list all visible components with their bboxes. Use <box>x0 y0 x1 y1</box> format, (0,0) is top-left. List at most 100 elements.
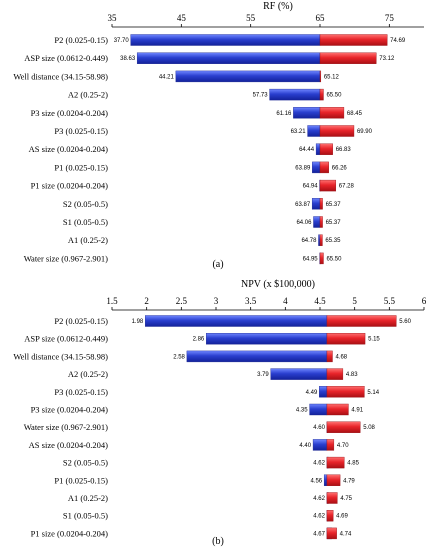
chart-panel-b: NPV (x $100,000) 1.5 2 2.5 3 3.5 4 4.5 5 5.5 6 P2 (… <box>13 279 426 547</box>
high-bar <box>319 107 345 119</box>
low-value-label: 4.62 <box>313 496 325 502</box>
high-bar <box>319 198 323 210</box>
high-value-label: 4.85 <box>347 461 359 467</box>
category-label: P3 size (0.0204-0.204) <box>31 405 109 415</box>
category-label: P1 size (0.0204-0.204) <box>31 528 109 538</box>
low-bar <box>323 474 328 486</box>
low-value-label: 64.44 <box>299 147 315 153</box>
low-value-label: 64.94 <box>303 184 319 190</box>
category-label: P3 (0.025-0.15) <box>54 387 108 397</box>
low-value-label: 4.60 <box>313 425 325 431</box>
category-label: ASP size (0.0612-0.449) <box>24 334 108 344</box>
category-label: P2 (0.025-0.15) <box>54 35 108 45</box>
high-bar <box>319 88 324 101</box>
category-label: S2 (0.05-0.5) <box>63 199 108 209</box>
high-bar <box>319 252 324 265</box>
category-label: P1 (0.025-0.15) <box>54 162 108 172</box>
chart-panel-a: RF (%) 35 45 55 65 75 P2 (0.025-0.15) 37.70 74.6… <box>13 1 424 270</box>
low-value-label: 64.78 <box>301 238 317 244</box>
high-bar <box>319 161 329 174</box>
high-bar <box>326 386 365 398</box>
high-value-label: 5.14 <box>367 390 379 396</box>
category-label: A2 (0.25-2) <box>68 369 108 379</box>
category-label: A1 (0.25-2) <box>68 235 108 245</box>
high-value-label: 5.15 <box>368 337 380 343</box>
low-bar <box>270 368 328 380</box>
high-bar <box>326 368 344 380</box>
high-bar <box>326 474 341 486</box>
x-axis-title: NPV (x $100,000) <box>241 279 315 290</box>
category-label: S1 (0.05-0.5) <box>63 217 108 227</box>
high-bar <box>326 315 397 327</box>
x-tick-label: 75 <box>385 13 395 23</box>
category-label: Well distance (34.15-58.98) <box>13 351 108 361</box>
high-value-label: 65.37 <box>326 220 342 226</box>
high-bar <box>326 421 361 433</box>
x-tick-label: 4 <box>283 296 288 306</box>
low-value-label: 4.62 <box>313 461 325 467</box>
high-value-label: 65.50 <box>326 256 342 262</box>
category-label: Well distance (34.15-58.98) <box>13 71 108 81</box>
high-bar <box>326 510 334 522</box>
high-bar <box>319 216 323 228</box>
low-value-label: 38.63 <box>120 56 136 62</box>
high-bar <box>319 52 377 64</box>
low-value-label: 44.21 <box>159 74 175 80</box>
category-label: AS size (0.0204-0.204) <box>29 144 108 154</box>
low-bar <box>312 439 328 451</box>
low-value-label: 4.35 <box>296 408 308 414</box>
high-value-label: 65.12 <box>324 74 340 80</box>
category-label: A2 (0.25-2) <box>68 90 108 100</box>
low-value-label: 4.62 <box>313 514 325 520</box>
x-tick-label: 4.5 <box>314 296 326 306</box>
high-value-label: 66.83 <box>336 147 352 153</box>
high-value-label: 4.70 <box>337 443 349 449</box>
high-value-label: 4.74 <box>340 531 352 537</box>
low-bar <box>136 52 321 64</box>
low-bar <box>312 161 321 174</box>
x-tick-label: 2 <box>144 296 149 306</box>
high-value-label: 69.90 <box>357 129 373 135</box>
x-tick-label: 35 <box>108 13 118 23</box>
low-value-label: 4.40 <box>299 443 311 449</box>
x-tick-label: 55 <box>246 13 256 23</box>
low-value-label: 63.21 <box>291 129 307 135</box>
low-bar <box>309 403 328 416</box>
high-bar <box>319 34 388 46</box>
category-label: S2 (0.05-0.5) <box>63 458 108 468</box>
panel-caption: (b) <box>212 536 224 547</box>
x-tick-label: 65 <box>316 13 326 23</box>
low-value-label: 57.73 <box>253 93 269 99</box>
low-bar <box>206 333 328 345</box>
high-bar <box>326 333 366 345</box>
high-value-label: 4.75 <box>340 496 352 502</box>
low-bar <box>269 88 321 101</box>
low-value-label: 2.58 <box>173 354 185 360</box>
high-bar <box>319 179 337 192</box>
high-bar <box>326 350 333 363</box>
x-tick-label: 5 <box>352 296 357 306</box>
low-value-label: 4.67 <box>313 531 325 537</box>
x-tick-label: 3.5 <box>245 296 257 306</box>
low-bar <box>318 234 321 246</box>
high-value-label: 73.12 <box>379 56 395 62</box>
category-label: P1 size (0.0204-0.204) <box>31 181 109 191</box>
high-value-label: 5.08 <box>363 425 375 431</box>
x-axis-title: RF (%) <box>263 1 293 12</box>
low-bar <box>315 143 321 155</box>
high-value-label: 4.79 <box>343 478 355 484</box>
low-value-label: 1.98 <box>132 319 144 325</box>
high-value-label: 4.83 <box>346 372 358 378</box>
high-bar <box>326 492 338 504</box>
low-value-label: 63.89 <box>295 165 311 171</box>
low-value-label: 4.49 <box>306 390 318 396</box>
high-value-label: 65.37 <box>326 202 342 208</box>
low-value-label: 61.16 <box>276 111 292 117</box>
high-value-label: 65.35 <box>325 238 341 244</box>
high-value-label: 4.91 <box>351 408 363 414</box>
x-tick-label: 45 <box>177 13 187 23</box>
high-value-label: 66.26 <box>332 165 348 171</box>
low-bar <box>175 70 321 83</box>
